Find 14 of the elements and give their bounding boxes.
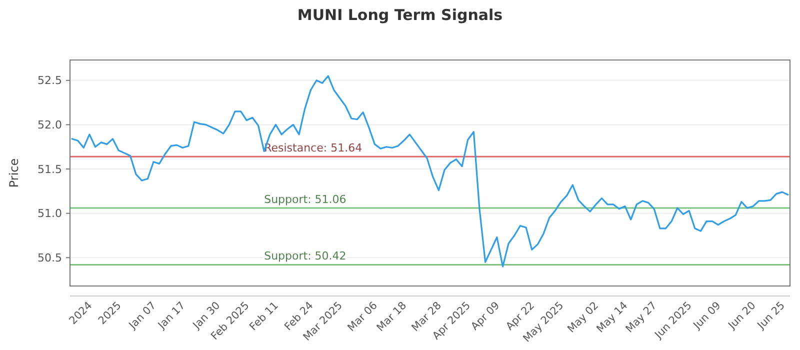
y-tick-label: 51.0 bbox=[38, 207, 62, 220]
ref-line-label: Resistance: 51.64 bbox=[264, 142, 362, 155]
x-tick-label: Apr 09 bbox=[468, 300, 502, 333]
y-tick-label: 50.5 bbox=[38, 251, 62, 264]
y-tick-label: 52.0 bbox=[38, 118, 62, 132]
x-tick-label: Jun 09 bbox=[690, 300, 724, 332]
y-tick-label: 52.5 bbox=[38, 74, 62, 88]
ref-line-label: Support: 50.42 bbox=[264, 250, 346, 263]
line-series bbox=[71, 75, 789, 268]
x-tick-label: Feb 11 bbox=[247, 300, 281, 334]
ref-line-label: Support: 51.06 bbox=[264, 193, 346, 206]
chart-title: MUNI Long Term Signals bbox=[297, 6, 503, 24]
y-axis-title: Price bbox=[7, 158, 21, 188]
y-tick-label: 51.5 bbox=[38, 162, 62, 176]
